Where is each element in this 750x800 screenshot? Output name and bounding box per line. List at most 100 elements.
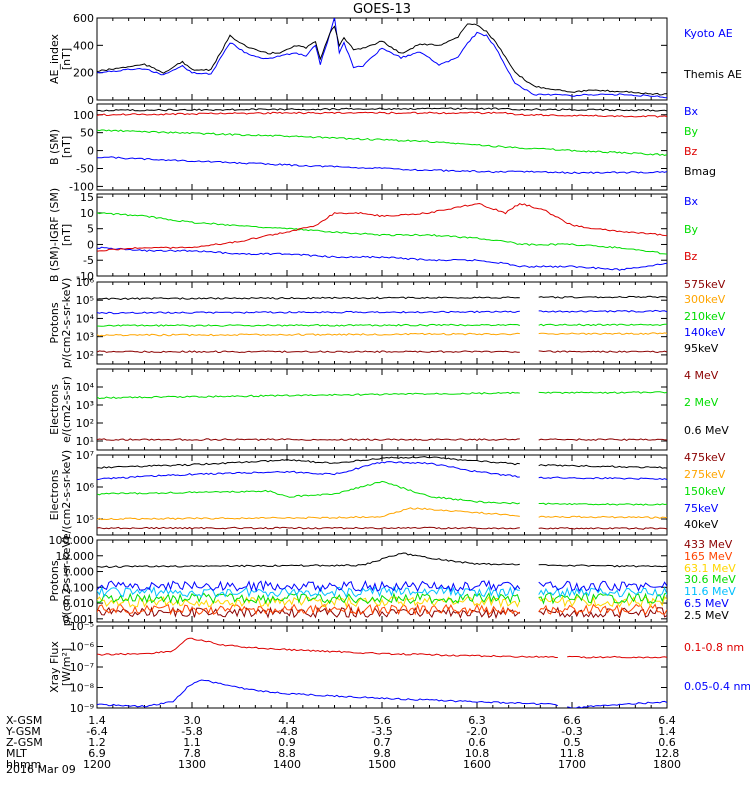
series-line-4-mev bbox=[97, 438, 667, 441]
footer-value: 0.6 bbox=[658, 736, 676, 749]
y-tick-label: -50 bbox=[76, 163, 94, 176]
y-tick-label: 10³ bbox=[76, 331, 94, 344]
series-line-bx bbox=[97, 246, 667, 271]
y-tick-label: 100.000 bbox=[49, 534, 95, 547]
panel-frame bbox=[96, 368, 668, 451]
y-axis-label-unit: p/(cm2-s-sr-keV) bbox=[60, 278, 73, 369]
legend-entry: By bbox=[684, 223, 699, 236]
footer-value: -3.5 bbox=[371, 725, 392, 738]
y-tick-label: 10⁵ bbox=[76, 513, 94, 526]
legend-entry: 165 MeV bbox=[684, 550, 733, 563]
series-line-bz bbox=[97, 202, 667, 252]
footer-value: 0.5 bbox=[563, 736, 581, 749]
footer-value: 6.4 bbox=[658, 714, 676, 727]
legend-entry: Bz bbox=[684, 250, 698, 263]
y-tick-label: 10³ bbox=[76, 399, 94, 412]
series-line-95kev bbox=[97, 295, 667, 301]
series-line-0-05-0-4-nm bbox=[97, 679, 667, 708]
y-tick-label: 1.000 bbox=[63, 566, 95, 579]
footer-value: 6.3 bbox=[468, 714, 486, 727]
y-tick-label: 0.001 bbox=[63, 613, 95, 626]
series-line-by bbox=[97, 212, 667, 255]
series-line-themis-ae bbox=[97, 23, 667, 96]
panel-2: -100 -50 0 50 100 B (SM) [nT] Bx By Bz Bmag bbox=[48, 103, 716, 193]
y-axis-label: Protons bbox=[48, 302, 61, 343]
series-line-bmag bbox=[97, 107, 667, 112]
legend-entry: Bx bbox=[684, 105, 699, 118]
series-line-300kev bbox=[97, 332, 667, 337]
y-tick-label: 100 bbox=[73, 109, 94, 122]
legend-entry: 6.5 MeV bbox=[684, 597, 729, 610]
series-line-6-5-mev bbox=[97, 579, 667, 593]
footer-value: 1800 bbox=[653, 758, 681, 771]
y-axis-label-unit: [nT] bbox=[60, 224, 73, 246]
y-tick-label: 600 bbox=[73, 12, 94, 25]
y-tick-label: 10⁷ bbox=[76, 449, 94, 462]
series-line-0-1-0-8-nm bbox=[97, 637, 667, 659]
series-line-75kev bbox=[97, 461, 667, 481]
legend-entry: 575keV bbox=[684, 278, 726, 291]
y-tick-label: 0 bbox=[87, 238, 94, 251]
footer-value: 11.8 bbox=[560, 747, 585, 760]
y-tick-label: 10⁶ bbox=[76, 481, 95, 494]
footer-value: 1700 bbox=[558, 758, 586, 771]
legend-entry: By bbox=[684, 125, 699, 138]
footer-value: -0.3 bbox=[561, 725, 582, 738]
y-axis-label-unit: e/(cm2-s-sr) bbox=[60, 376, 73, 443]
y-axis-label: B (SM) bbox=[48, 129, 61, 165]
panel-frame bbox=[96, 17, 668, 101]
y-tick-label: 400 bbox=[73, 39, 94, 52]
legend-entry: 475keV bbox=[684, 451, 726, 464]
y-tick-label: -100 bbox=[69, 180, 94, 193]
panel-frame bbox=[96, 625, 668, 709]
footer-row-label: MLT bbox=[6, 747, 27, 760]
legend-entry: 150keV bbox=[684, 485, 726, 498]
footer-value: 1.4 bbox=[658, 725, 676, 738]
y-axis-label: Xray Flux bbox=[48, 641, 61, 693]
y-tick-label: 10⁻⁹ bbox=[70, 702, 94, 715]
footer-value: 1600 bbox=[463, 758, 491, 771]
y-tick-label: 0.010 bbox=[63, 597, 95, 610]
series-line-2-5-mev bbox=[97, 552, 667, 569]
legend-entry: 2.5 MeV bbox=[684, 609, 729, 622]
y-axis-label-unit: e/(cm2-s-sr-keV) bbox=[60, 450, 73, 540]
y-axis-label: Protons bbox=[48, 560, 61, 601]
footer-row-label: X-GSM bbox=[6, 714, 42, 727]
series-line-40kev bbox=[97, 456, 667, 469]
series-line-11-6-mev bbox=[97, 585, 667, 599]
footer-value: 1.4 bbox=[88, 714, 106, 727]
footer-value: -5.8 bbox=[181, 725, 202, 738]
legend-entry: 30.6 MeV bbox=[684, 573, 736, 586]
y-tick-label: 10⁻⁷ bbox=[70, 661, 94, 674]
x-axis-footer: X-GSM 1.4 3.0 4.4 5.6 6.3 6.6 6.4 Y-GSM -6.4 -5.8 -… bbox=[5, 714, 681, 771]
footer-value: 1200 bbox=[83, 758, 111, 771]
y-axis-label-unit: [W/m²] bbox=[60, 648, 73, 686]
footer-value: 7.8 bbox=[183, 747, 201, 760]
footer-value: -4.8 bbox=[276, 725, 297, 738]
y-axis-label: Electrons bbox=[48, 384, 61, 435]
legend-entry: 2 MeV bbox=[684, 396, 719, 409]
series-line-210kev bbox=[97, 323, 667, 327]
y-tick-label: 10⁻⁵ bbox=[70, 620, 94, 633]
legend-entry: 275keV bbox=[684, 468, 726, 481]
legend-entry: 210keV bbox=[684, 310, 726, 323]
legend-entry: 0.1-0.8 nm bbox=[684, 641, 744, 654]
series-line-275kev bbox=[97, 507, 667, 521]
legend-entry: 0.05-0.4 nm bbox=[684, 680, 750, 693]
series-line-2-mev bbox=[97, 391, 667, 400]
y-axis-label: AE_index bbox=[48, 33, 61, 84]
legend-entry: Bx bbox=[684, 195, 699, 208]
footer-row-label: Y-GSM bbox=[5, 725, 41, 738]
footer-value: 10.8 bbox=[465, 747, 490, 760]
y-tick-label: 10⁶ bbox=[76, 276, 95, 289]
footer-value: 1300 bbox=[178, 758, 206, 771]
footer-value: 6.9 bbox=[88, 747, 106, 760]
footer-value: -6.4 bbox=[86, 725, 107, 738]
y-tick-label: 10⁻⁶ bbox=[70, 641, 95, 654]
series-line-63-1-mev bbox=[97, 595, 667, 609]
panel-4: 10² 10³ 10⁴ 10⁵ 10⁶ Protons p/(cm2-s-sr-keV) 57… bbox=[48, 276, 726, 368]
legend-entry: 140keV bbox=[684, 326, 726, 339]
y-tick-label: 10⁻⁸ bbox=[70, 682, 95, 695]
y-tick-label: 15 bbox=[80, 191, 94, 204]
